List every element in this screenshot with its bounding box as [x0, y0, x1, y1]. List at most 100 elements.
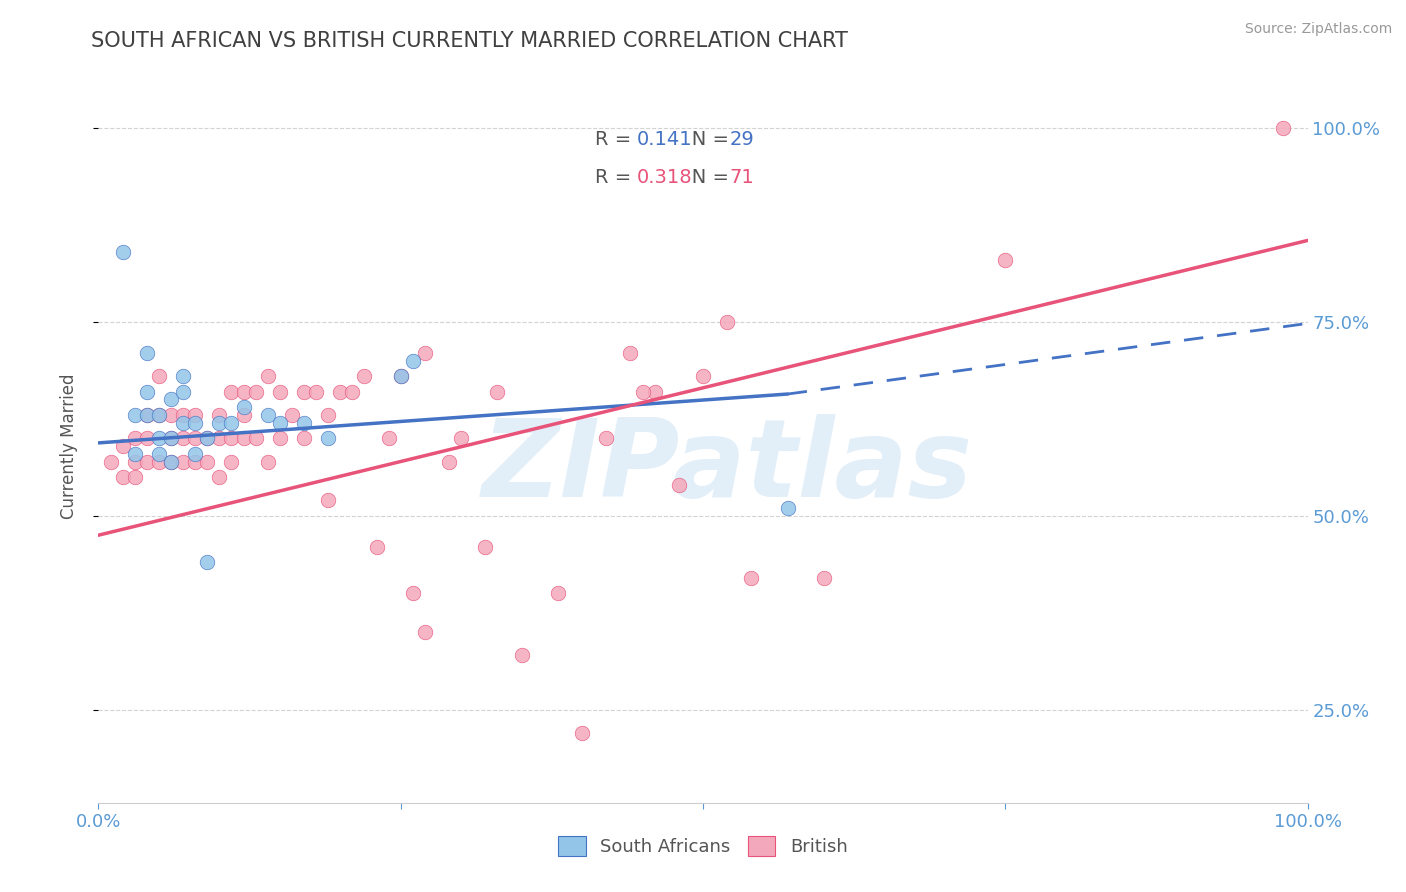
Point — [124, 447, 146, 461]
Point — [619, 346, 641, 360]
Point — [135, 431, 157, 445]
Point — [256, 454, 278, 468]
Point — [994, 252, 1017, 267]
Point — [402, 586, 425, 600]
Point — [377, 431, 399, 445]
Point — [366, 540, 388, 554]
Point — [813, 571, 835, 585]
Point — [716, 315, 738, 329]
Point — [160, 408, 183, 422]
Point — [135, 346, 157, 360]
Text: N =: N = — [673, 129, 735, 149]
Point — [232, 401, 254, 415]
Point — [245, 431, 267, 445]
Y-axis label: Currently Married: Currently Married — [59, 373, 77, 519]
Point — [160, 454, 183, 468]
Point — [172, 431, 194, 445]
Legend: South Africans, British: South Africans, British — [550, 827, 856, 865]
Point — [100, 454, 122, 468]
Point — [160, 431, 183, 445]
Point — [221, 431, 243, 445]
Point — [124, 408, 146, 422]
Point — [208, 416, 231, 430]
Text: 0.141: 0.141 — [637, 129, 692, 149]
Point — [184, 447, 207, 461]
Point — [547, 586, 569, 600]
Point — [124, 454, 146, 468]
Text: SOUTH AFRICAN VS BRITISH CURRENTLY MARRIED CORRELATION CHART: SOUTH AFRICAN VS BRITISH CURRENTLY MARRI… — [91, 31, 848, 51]
Point — [232, 431, 254, 445]
Point — [316, 431, 339, 445]
Point — [221, 416, 243, 430]
Point — [124, 431, 146, 445]
Text: Source: ZipAtlas.com: Source: ZipAtlas.com — [1244, 22, 1392, 37]
Point — [172, 454, 194, 468]
Point — [353, 369, 375, 384]
Point — [474, 540, 496, 554]
Point — [631, 384, 654, 399]
Point — [342, 384, 364, 399]
Point — [148, 408, 170, 422]
Point — [172, 416, 194, 430]
Point — [389, 369, 412, 384]
Point — [195, 454, 218, 468]
Point — [111, 245, 134, 260]
Point — [208, 408, 231, 422]
Text: R =: R = — [595, 168, 637, 187]
Point — [389, 369, 412, 384]
Point — [281, 408, 304, 422]
Point — [644, 384, 666, 399]
Point — [148, 447, 170, 461]
Point — [221, 384, 243, 399]
Point — [111, 470, 134, 484]
Point — [413, 625, 436, 640]
Point — [486, 384, 509, 399]
Point — [413, 346, 436, 360]
Point — [776, 501, 799, 516]
Text: 0.318: 0.318 — [637, 168, 692, 187]
Point — [135, 408, 157, 422]
Point — [245, 384, 267, 399]
Point — [402, 353, 425, 368]
Point — [292, 416, 315, 430]
Point — [740, 571, 762, 585]
Point — [256, 369, 278, 384]
Point — [172, 369, 194, 384]
Point — [316, 493, 339, 508]
Point — [148, 369, 170, 384]
Point — [172, 408, 194, 422]
Point — [571, 726, 593, 740]
Point — [269, 384, 291, 399]
Point — [305, 384, 328, 399]
Point — [148, 431, 170, 445]
Point — [160, 392, 183, 407]
Point — [269, 431, 291, 445]
Point — [316, 408, 339, 422]
Point — [292, 431, 315, 445]
Point — [668, 477, 690, 491]
Point — [148, 408, 170, 422]
Point — [208, 470, 231, 484]
Point — [184, 431, 207, 445]
Point — [450, 431, 472, 445]
Text: ZIPatlas: ZIPatlas — [482, 415, 973, 520]
Point — [208, 431, 231, 445]
Point — [1272, 120, 1295, 135]
Point — [329, 384, 352, 399]
Point — [184, 408, 207, 422]
Point — [124, 470, 146, 484]
Point — [184, 416, 207, 430]
Point — [510, 648, 533, 663]
Point — [692, 369, 714, 384]
Point — [160, 431, 183, 445]
Point — [195, 555, 218, 569]
Point — [148, 454, 170, 468]
Point — [256, 408, 278, 422]
Point — [135, 454, 157, 468]
Text: 29: 29 — [730, 129, 755, 149]
Text: N =: N = — [673, 168, 735, 187]
Point — [221, 454, 243, 468]
Point — [232, 384, 254, 399]
Text: 71: 71 — [730, 168, 755, 187]
Point — [269, 416, 291, 430]
